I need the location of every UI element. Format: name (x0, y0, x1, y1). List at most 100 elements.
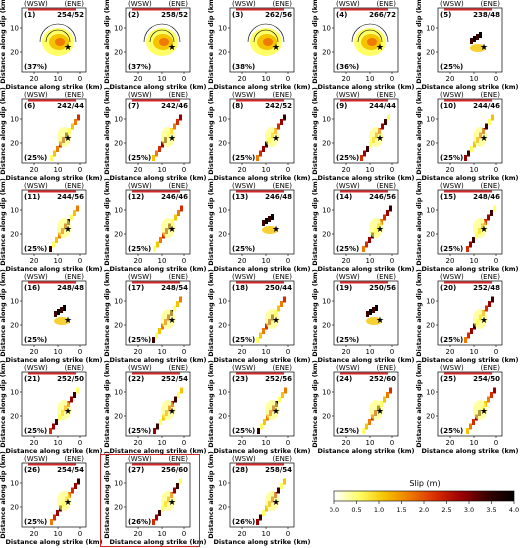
epicenter-star-icon: ★ (168, 407, 176, 417)
panel-13-svg: (WSW) (ENE)(13) 246/48(25%)★20 10 01020Dista… (207, 178, 311, 273)
slip-cell (50, 519, 53, 525)
y-tick-label: 20 (426, 49, 435, 57)
x-axis-label: Distance along strike (km) (109, 538, 206, 546)
panel-id: (16) (24, 284, 40, 292)
slip-patch (466, 387, 496, 434)
x-tick-label: 10 (470, 348, 479, 356)
x-axis-label: Distance along strike (km) (5, 356, 102, 364)
wsw-label: (WSW) (336, 364, 360, 372)
ene-label: (ENE) (168, 364, 188, 372)
slip-cell (363, 150, 366, 157)
y-tick-label: 10 (10, 389, 19, 397)
slip-cell (362, 246, 365, 252)
x-tick-label: 20 (342, 257, 351, 265)
ene-label: (ENE) (272, 91, 292, 99)
y-axis-label: Distance along dip (km) (311, 178, 319, 266)
y-axis-label: Distance along dip (km) (0, 451, 7, 539)
x-axis-label: Distance along strike (km) (317, 174, 414, 182)
x-tick-label: 10 (366, 439, 375, 447)
x-tick-label: 0 (286, 439, 290, 447)
slip-patch (49, 387, 79, 434)
y-axis-label: Distance along dip (km) (0, 0, 7, 84)
slip-cell (176, 301, 179, 307)
wsw-label: (WSW) (440, 91, 464, 99)
ene-label: (ENE) (272, 182, 292, 190)
strike-dip: 246/56 (369, 193, 396, 201)
wsw-label: (WSW) (24, 182, 48, 190)
y-axis-label: Distance along dip (km) (207, 451, 215, 539)
ene-label: (ENE) (376, 91, 396, 99)
slip-cell (262, 146, 265, 152)
y-tick-label: 10 (114, 207, 123, 215)
y-axis-label: Distance along dip (km) (103, 0, 111, 84)
y-tick-label: 20 (322, 322, 331, 330)
slip-cell (487, 396, 490, 403)
variance-pct: (26%) (232, 518, 255, 526)
wsw-label: (WSW) (336, 182, 360, 190)
x-tick-label: 0 (78, 530, 82, 538)
y-tick-label: 20 (218, 49, 227, 57)
strike-dip: 242/46 (161, 102, 188, 110)
wsw-label: (WSW) (24, 455, 48, 463)
slip-cell (491, 114, 494, 121)
panel-id: (3) (232, 11, 243, 19)
y-axis-label: Distance along dip (km) (103, 87, 111, 175)
slip-cell (161, 309, 175, 329)
slip-cell (263, 419, 266, 425)
panel-27-svg: (WSW) (ENE)(27) 256/60(26%)★20 10 01020Dista… (103, 451, 207, 546)
y-tick-label: 20 (218, 504, 227, 512)
strike-dip: 254/54 (57, 466, 84, 474)
panel-17: (WSW) (ENE) (17) 248/54 (25%) ★ 20 10 0 10 20 Dista… (103, 269, 208, 364)
y-tick-label: 20 (114, 140, 123, 148)
y-axis-label: Distance along dip (km) (415, 360, 423, 448)
slip-cell (470, 146, 473, 152)
slip-cell (283, 114, 286, 121)
x-axis-label: Distance along strike (km) (5, 265, 102, 273)
slip-cell (159, 419, 162, 425)
variance-pct: (36%) (336, 63, 359, 71)
strike-dip: 248/54 (161, 284, 188, 292)
x-tick-label: 20 (30, 75, 39, 83)
x-tick-label: 0 (286, 166, 290, 174)
rupture-contour (149, 29, 175, 43)
panel-9: (WSW) (ENE) (9) 244/44 (25%) ★ 20 10 0 10 20 Distan… (311, 87, 416, 182)
panel-1-svg: (WSW) (ENE)(1) 254/52(37%)★20 10 01020Distan… (0, 0, 103, 91)
panel-2-svg: (WSW) (ENE)(2) 258/52(37%)★20 10 01020Distan… (103, 0, 207, 91)
x-axis-label: Distance along strike (km) (421, 83, 518, 91)
slip-cell (470, 44, 486, 52)
slip-patch (366, 305, 382, 325)
panel-3-svg: (WSW) (ENE)(3) 262/56(38%)★20 10 01020Distan… (207, 0, 311, 91)
x-tick-label: 20 (30, 530, 39, 538)
x-axis-label: Distance along strike (km) (109, 356, 206, 364)
strike-dip: 252/60 (369, 375, 396, 383)
x-tick-label: 20 (238, 439, 247, 447)
variance-pct: (25%) (336, 154, 359, 162)
panel-12: (WSW) (ENE) (12) 246/46 (25%) ★ 20 10 0 10 20 Dista… (103, 178, 208, 273)
panel-id: (5) (440, 11, 451, 19)
x-axis-label: Distance along strike (km) (213, 265, 310, 273)
slip-cell (375, 305, 378, 311)
y-tick-label: 10 (218, 389, 227, 397)
slip-cell (365, 423, 368, 430)
slip-cell (54, 317, 70, 325)
x-tick-label: 0 (286, 530, 290, 538)
y-axis-label: Distance along dip (km) (207, 360, 215, 448)
x-tick-label: 10 (54, 439, 63, 447)
slip-patch (464, 296, 494, 343)
slip-cell (262, 328, 265, 334)
panel-26-svg: (WSW) (ENE)(26) 254/54(25%)★20 10 01020Dista… (0, 451, 103, 546)
slip-cell (176, 483, 179, 489)
x-tick-label: 10 (262, 75, 271, 83)
y-tick-label: 10 (322, 116, 331, 124)
y-tick-label: 20 (426, 231, 435, 239)
rupture-contour (39, 23, 77, 43)
plot-frame (125, 462, 191, 528)
y-tick-label: 10 (426, 389, 435, 397)
slip-cell (262, 226, 278, 234)
x-tick-label: 0 (494, 439, 498, 447)
plot-frame (437, 189, 503, 255)
strike-dip: 266/72 (369, 11, 396, 19)
slip-cell (263, 38, 273, 46)
slip-cell (490, 210, 493, 216)
slip-cell (265, 127, 279, 147)
